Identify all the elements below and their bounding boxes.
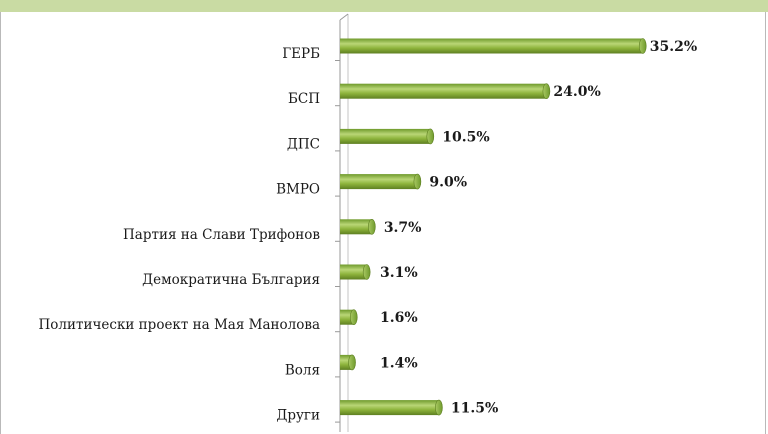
bar-cap	[362, 264, 371, 280]
bar-8	[340, 399, 443, 416]
bar-3	[340, 173, 422, 190]
category-label: ДПС	[287, 136, 320, 152]
bar-cap	[638, 38, 647, 54]
category-label: Демократична България	[142, 272, 320, 288]
value-label: 9.0%	[429, 175, 467, 191]
bar-1	[340, 83, 551, 99]
bar-body	[340, 219, 372, 235]
bar-cap	[435, 399, 443, 416]
axis-wall-top	[339, 13, 349, 21]
value-label: 11.5%	[451, 401, 498, 417]
category-label: БСП	[288, 91, 320, 107]
bar-body	[340, 264, 367, 280]
bar-body	[340, 309, 354, 325]
value-label: 10.5%	[442, 129, 489, 145]
value-label: 3.1%	[380, 265, 418, 281]
bar-body	[340, 83, 547, 99]
value-label: 3.7%	[384, 220, 422, 236]
bar-cap	[542, 83, 551, 99]
value-label: 1.4%	[380, 355, 418, 371]
bar-body	[340, 174, 418, 190]
bar-6	[340, 309, 358, 326]
category-label: Други	[276, 408, 320, 424]
category-label: ВМРО	[276, 182, 320, 198]
category-label: Воля	[285, 362, 320, 378]
bar-0	[340, 38, 647, 54]
bar-body	[340, 128, 431, 144]
bar-cap	[348, 354, 356, 371]
bar-body	[340, 400, 439, 416]
category-label: Партия на Слави Трифонов	[123, 227, 320, 243]
value-label: 35.2%	[650, 39, 697, 55]
bar-2	[340, 128, 435, 145]
value-label: 24.0%	[553, 84, 600, 100]
bar-body	[340, 38, 643, 54]
value-label: 1.6%	[380, 310, 418, 326]
category-label: Политически проект на Мая Манолова	[39, 317, 320, 333]
bar-cap	[413, 173, 422, 190]
bar-cap	[349, 309, 358, 326]
category-label: ГЕРБ	[282, 46, 320, 62]
header-band	[0, 0, 768, 12]
chart-frame	[0, 12, 766, 434]
bars-layer	[340, 38, 647, 416]
bar-7	[340, 354, 356, 371]
bar-4	[340, 219, 376, 235]
bar-cap	[426, 128, 435, 145]
labels-layer: ГЕРБ 35.2% БСП 24.0% ДПС 10.5% ВМРО 9.0% Партия …	[39, 39, 698, 424]
bar-5	[340, 264, 371, 280]
bar-cap	[368, 219, 376, 235]
